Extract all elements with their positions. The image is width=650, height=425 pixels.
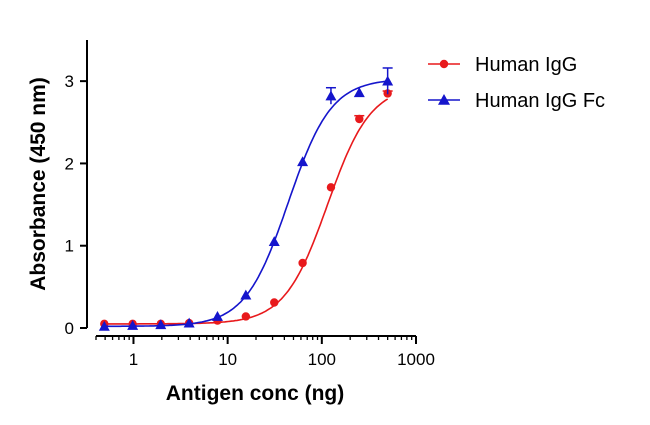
data-point [155, 319, 167, 330]
data-point [241, 312, 251, 321]
x-axis-title: Antigen conc (ng) [166, 382, 344, 405]
legend-item-1: Human IgG [428, 54, 577, 76]
data-point [353, 87, 365, 98]
y-tick-label: 3 [65, 72, 74, 91]
data-point [211, 310, 223, 321]
data-point [127, 320, 139, 330]
fit-curve [104, 80, 388, 328]
x-tick-label: 100 [308, 350, 336, 369]
legend-label: Human IgG Fc [475, 90, 605, 112]
data-point [297, 156, 309, 167]
x-tick-label: 1 [129, 350, 138, 369]
axes: 0 1 2 3 1 10 100 1000 [65, 40, 435, 369]
legend: Human IgG Human IgG Fc [428, 54, 605, 112]
legend-label: Human IgG [475, 54, 577, 76]
data-point [268, 236, 280, 246]
y-tick-label: 1 [65, 237, 74, 256]
data-point [240, 289, 252, 300]
legend-marker [439, 59, 449, 69]
y-axis-title: Absorbance (450 nm) [27, 77, 50, 291]
data-point [355, 114, 364, 124]
data-point [325, 90, 337, 101]
plot-area [98, 67, 394, 331]
x-tick-label: 10 [218, 350, 237, 369]
data-point [98, 320, 110, 331]
legend-item-2: Human IgG Fc [428, 90, 605, 112]
y-tick-label: 0 [65, 319, 74, 338]
y-tick-label: 2 [65, 154, 74, 173]
legend-marker [438, 94, 450, 105]
data-point [183, 317, 195, 328]
data-point [326, 183, 336, 192]
series-2 [98, 67, 394, 331]
data-point [270, 298, 279, 307]
x-tick-label: 1000 [397, 350, 435, 369]
data-point [382, 75, 394, 86]
data-point [298, 258, 307, 268]
